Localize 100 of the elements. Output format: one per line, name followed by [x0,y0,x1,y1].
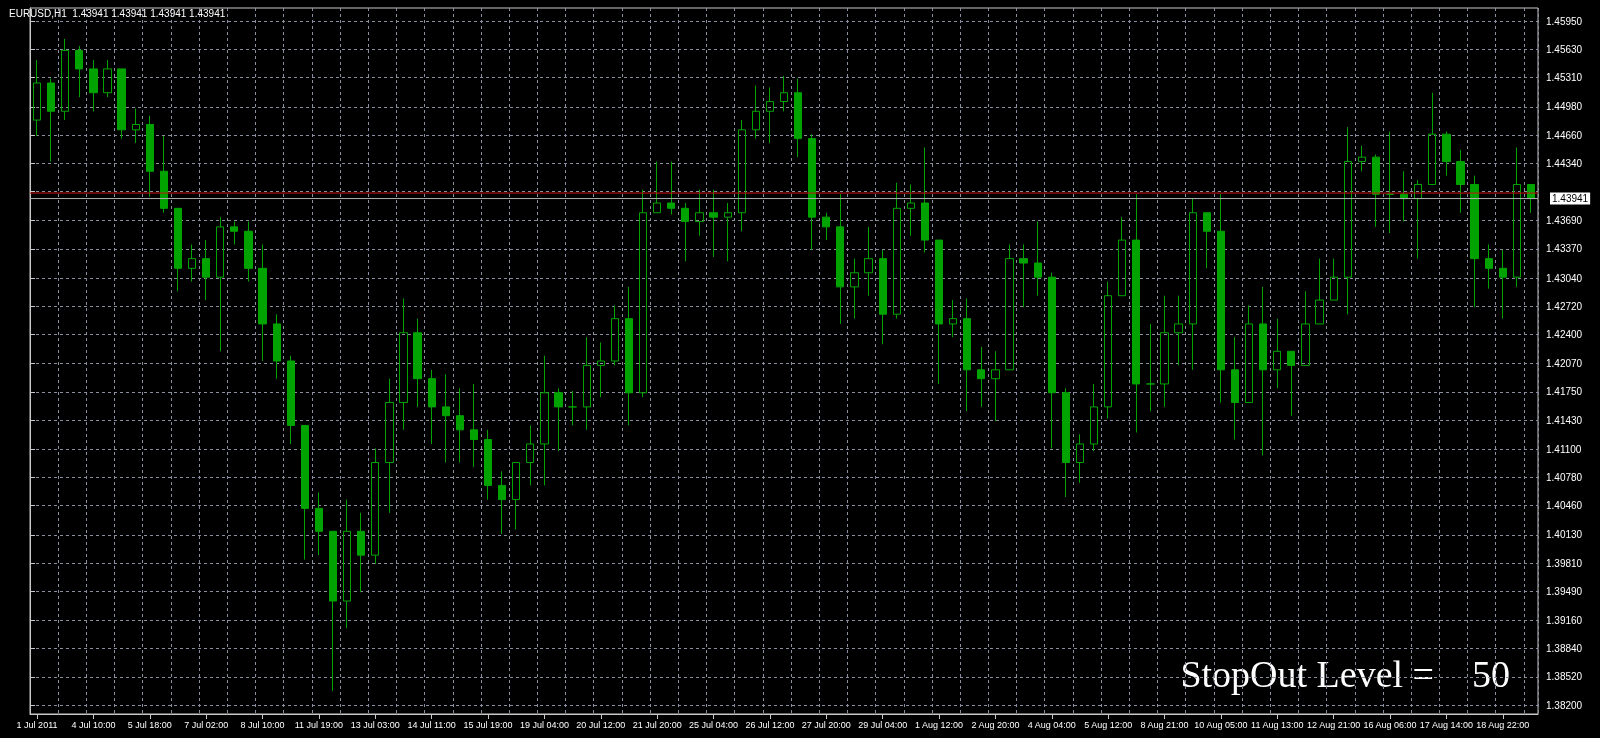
candlestick [738,119,746,232]
y-tick-label: 1.41100 [1546,443,1582,455]
candlestick [991,350,1000,422]
candlestick [681,202,689,262]
x-tick-label: 5 Aug 12:00 [1084,719,1133,730]
candlestick [1048,272,1056,449]
candlestick [1470,175,1479,308]
x-tick-label: 5 Jul 18:00 [127,719,172,730]
candlestick [117,68,126,140]
candlestick [202,239,210,301]
y-tick-label: 1.45950 [1546,15,1583,27]
x-tick-label: 11 Jul 19:00 [294,719,344,730]
y-tick-label: 1.39490 [1546,585,1583,597]
x-tick-label: 16 Aug 06:00 [1363,719,1417,730]
candlestick [808,133,816,251]
candlestick [977,346,985,408]
y-tick-label: 1.41430 [1546,414,1583,426]
x-tick-label: 1 Jul 2011 [16,719,58,730]
y-tick-label: 1.44340 [1546,157,1583,169]
x-tick-label: 17 Aug 14:00 [1419,719,1473,730]
y-tick-label: 1.43040 [1546,272,1583,284]
candlestick [498,470,506,535]
candlestick [568,390,577,426]
candlestick [1485,244,1493,290]
candlestick [1273,318,1281,389]
candlestick [1203,212,1211,269]
y-tick-label: 1.40130 [1546,529,1583,541]
candlestick [1315,258,1324,325]
candlestick [512,461,520,531]
candlestick [1301,290,1310,366]
candlestick [273,313,281,380]
candlestick [752,85,760,140]
candlestick [343,499,351,629]
y-tick-label: 1.38840 [1546,643,1583,655]
candlestick [1217,193,1225,403]
candlestick [470,383,478,468]
candlestick [47,78,55,163]
x-tick-label: 4 Jul 10:00 [71,719,116,730]
candlestick [413,318,422,408]
candlestick [1090,383,1098,452]
y-tick-label: 1.43690 [1546,215,1583,227]
x-tick-label: 1 Aug 12:00 [915,719,964,730]
y-tick-label: 1.40780 [1546,471,1583,483]
candlestick [695,189,704,237]
candlestick [1456,149,1465,214]
x-tick-label: 27 Jul 20:00 [801,719,851,730]
candlestick [1019,244,1028,308]
candlestick [1287,350,1295,417]
candlestick [103,59,112,98]
candlestick [1400,170,1408,223]
candlestick [893,182,901,320]
candlestick [1174,295,1183,366]
candlestick [399,297,408,431]
candlestick [1034,221,1042,297]
candlestick [456,387,464,463]
candlestick [1146,323,1155,412]
candlestick [230,221,238,246]
x-tick-label: 19 Jul 04:00 [519,719,569,730]
x-tick-label: 4 Aug 04:00 [1027,719,1076,730]
candlestick [1442,131,1451,177]
x-tick-label: 18 Aug 22:00 [1476,719,1530,730]
candlestick [921,146,929,253]
candlestick [1104,281,1112,419]
candlestick [836,193,844,325]
candlestick [639,189,647,398]
candlestick [371,447,379,565]
candlestick [1372,154,1380,228]
x-tick-label: 7 Jul 02:00 [184,719,229,730]
candlestick [89,59,98,112]
y-tick-label: 1.39160 [1546,614,1583,626]
candlestick [301,424,309,561]
candlestick [1132,193,1140,433]
candlestick [132,108,140,144]
y-tick-label: 1.41750 [1546,386,1583,398]
candlestick [907,184,915,237]
candlestick [864,226,873,297]
candlestick [428,369,436,445]
candlestick [1231,336,1239,441]
candlestick [315,491,323,556]
candlestick [1513,146,1521,288]
candlestick [540,355,549,486]
y-tick-label: 1.44660 [1546,129,1583,141]
candlestick [1358,145,1366,172]
candlestick [329,530,337,692]
candlestick [597,341,605,398]
candlestick [61,38,69,121]
candlestick [1062,387,1070,498]
candlestick [709,189,718,258]
candlestick [822,212,830,241]
x-tick-label: 11 Aug 13:00 [1251,719,1304,730]
candlestick [963,297,971,412]
candlestick [287,355,295,445]
y-tick-label: 1.45310 [1546,72,1583,84]
ref-line-label: 1.43941 [1552,193,1589,205]
candlestick [1499,249,1507,320]
candlestick [1005,244,1014,371]
y-tick-label: 1.42400 [1546,329,1583,341]
y-tick-label: 1.44980 [1546,101,1583,113]
candlestick [625,286,633,426]
candlestick [385,378,394,514]
